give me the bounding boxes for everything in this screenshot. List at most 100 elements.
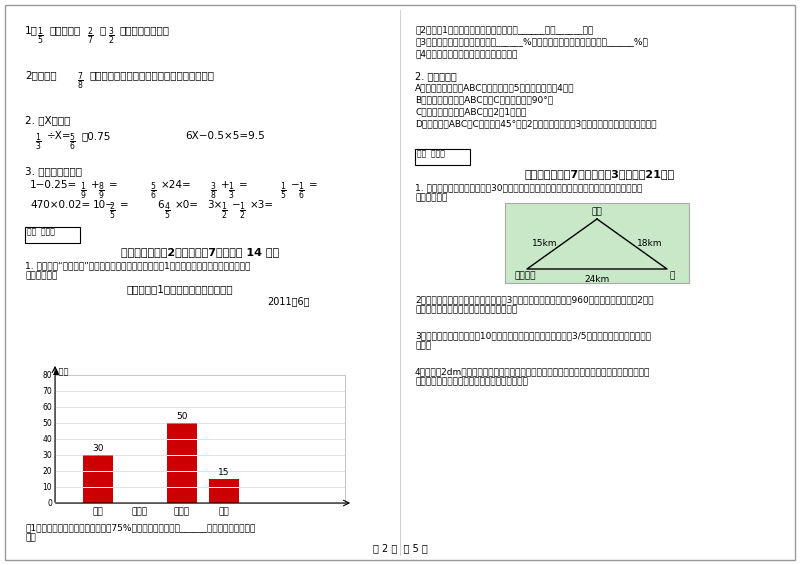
- Text: $\frac{1}{2}$: $\frac{1}{2}$: [239, 201, 246, 223]
- Text: 10: 10: [42, 483, 52, 492]
- Text: A、将下面的三角形ABC，先向下平移5格，再向左平移4格。: A、将下面的三角形ABC，先向下平移5格，再向左平移4格。: [415, 83, 574, 92]
- Bar: [55, 375, 345, 503]
- Text: C、将下面的三角形ABC，扠2：1放大。: C、将下面的三角形ABC，扠2：1放大。: [415, 107, 526, 116]
- Text: ÷X=: ÷X=: [47, 131, 72, 141]
- Text: 的积，差是多少？: 的积，差是多少？: [120, 25, 170, 35]
- Text: 30: 30: [92, 444, 104, 453]
- Text: $\frac{7}{8}$: $\frac{7}{8}$: [77, 71, 84, 93]
- Text: 出所画圆的面积是这个正方形面积的百分之几？: 出所画圆的面积是这个正方形面积的百分之几？: [415, 377, 528, 386]
- Text: 0: 0: [47, 498, 52, 507]
- Text: 50: 50: [176, 412, 188, 421]
- Text: ×0=: ×0=: [175, 200, 199, 210]
- Text: $\frac{1}{5}$: $\frac{1}{5}$: [280, 181, 287, 202]
- Text: ×3=: ×3=: [250, 200, 274, 210]
- Text: 家: 家: [669, 271, 674, 280]
- Text: 2、一间教室要用方砖铺地。用边长是3分米的正方形方砖，需要960块。如果改用边长为2分米: 2、一间教室要用方砖铺地。用边长是3分米的正方形方砖，需要960块。如果改用边长…: [415, 295, 654, 304]
- Text: 图书大厦: 图书大厦: [514, 271, 536, 280]
- Text: 整。: 整。: [25, 533, 36, 542]
- Text: （用比例解）: （用比例解）: [415, 193, 447, 202]
- Text: 2、甲数的: 2、甲数的: [25, 70, 57, 80]
- Text: 3、一张课桌比一把椅子赕10元。如果椅子的单价是课桌单价的3/5。课桌和椅子的单价各是多: 3、一张课桌比一把椅子赕10元。如果椅子的单价是课桌单价的3/5。课桌和椅子的单…: [415, 331, 651, 340]
- Text: $\frac{5}{6}$: $\frac{5}{6}$: [150, 181, 157, 202]
- Text: $\frac{1}{3}$: $\frac{1}{3}$: [228, 181, 235, 202]
- Text: 1−0.25=: 1−0.25=: [30, 180, 78, 190]
- Text: $\frac{1}{9}$: $\frac{1}{9}$: [80, 181, 87, 202]
- Text: 第 2 页  共 5 页: 第 2 页 共 5 页: [373, 543, 427, 553]
- Text: 行人: 行人: [218, 507, 230, 516]
- Text: 4、在边长2dm的正方形内（如图）画一个最大的圆，并用字母标出圆的圆心和半径，然后计算: 4、在边长2dm的正方形内（如图）画一个最大的圆，并用字母标出圆的圆心和半径，然…: [415, 367, 650, 376]
- Text: 某十字路口1小时内闯红灯情况统计图: 某十字路口1小时内闯红灯情况统计图: [126, 284, 234, 294]
- Text: 的倍数减去: 的倍数减去: [49, 25, 80, 35]
- Text: $\frac{2}{5}$: $\frac{2}{5}$: [109, 201, 116, 223]
- Bar: [167, 423, 197, 503]
- Text: 单位: 单位: [592, 207, 602, 216]
- Text: 与: 与: [99, 25, 106, 35]
- Bar: [83, 455, 113, 503]
- Text: 15: 15: [218, 468, 230, 477]
- Text: ×24=: ×24=: [161, 180, 192, 190]
- Text: 计图，如图：: 计图，如图：: [25, 271, 58, 280]
- Text: $\frac{2}{7}$: $\frac{2}{7}$: [87, 26, 94, 47]
- Text: 6X−0.5×5=9.5: 6X−0.5×5=9.5: [185, 131, 265, 141]
- Text: 2. 求X的值。: 2. 求X的值。: [25, 115, 70, 125]
- Text: −: −: [232, 200, 241, 210]
- Text: $\frac{8}{9}$: $\frac{8}{9}$: [98, 181, 105, 202]
- Text: （1）闯红灯的汽车数量是摩托车的75%，闯红灯的摩托车有______辆，将统计图补充完: （1）闯红灯的汽车数量是摩托车的75%，闯红灯的摩托车有______辆，将统计图…: [25, 523, 255, 532]
- Text: （4）看了上面的统计图，你有什么想法？: （4）看了上面的统计图，你有什么想法？: [415, 49, 518, 58]
- Text: 10−: 10−: [93, 200, 115, 210]
- Text: 的正方形方砖，需要多少块？（用比例解）: 的正方形方砖，需要多少块？（用比例解）: [415, 305, 517, 314]
- Text: $\frac{3}{2}$: $\frac{3}{2}$: [108, 26, 115, 47]
- Text: 1、: 1、: [25, 25, 38, 35]
- Text: ▲数量: ▲数量: [53, 367, 70, 376]
- Text: 1. 为了创建“文明城市”，交通部门在某个十字路口统计1个小时内闯红灯的情况，制成了统: 1. 为了创建“文明城市”，交通部门在某个十字路口统计1个小时内闯红灯的情况，制…: [25, 261, 250, 270]
- Text: 摩托车: 摩托车: [132, 507, 148, 516]
- Text: 40: 40: [42, 434, 52, 444]
- Text: 汽车: 汽车: [93, 507, 103, 516]
- Text: =: =: [109, 180, 118, 190]
- Bar: [505, 203, 689, 283]
- Text: +: +: [91, 180, 100, 190]
- Text: 6: 6: [157, 200, 164, 210]
- Text: 1. 如图爸爸开车从家到单位锨30分钟，如他以同样速度开车从家去图书大厦，需多少分钟？: 1. 如图爸爸开车从家到单位锨30分钟，如他以同样速度开车从家去图书大厦，需多少…: [415, 183, 642, 192]
- Text: 70: 70: [42, 386, 52, 396]
- Text: $\frac{5}{6}$: $\frac{5}{6}$: [69, 132, 76, 154]
- Text: 少元？: 少元？: [415, 341, 431, 350]
- Text: 50: 50: [42, 419, 52, 428]
- Bar: [209, 479, 239, 503]
- Text: 电动车: 电动车: [174, 507, 190, 516]
- Text: 五、综合题（共2小题，每青7分，共计 14 分）: 五、综合题（共2小题，每青7分，共计 14 分）: [121, 247, 279, 257]
- Text: 得分  评卷人: 得分 评卷人: [27, 227, 55, 236]
- Text: 15km: 15km: [531, 240, 557, 249]
- Text: 得分  评卷人: 得分 评卷人: [417, 149, 445, 158]
- Text: =: =: [120, 200, 129, 210]
- Text: 30: 30: [42, 450, 52, 459]
- Text: ，0.75: ，0.75: [81, 131, 110, 141]
- Text: （2）在这1个小时内，闯红灯的最多的是______，有______辆。: （2）在这1个小时内，闯红灯的最多的是______，有______辆。: [415, 25, 594, 34]
- Text: $\frac{1}{3}$: $\frac{1}{3}$: [35, 132, 42, 154]
- Text: =: =: [309, 180, 318, 190]
- Text: $\frac{1}{2}$: $\frac{1}{2}$: [221, 201, 228, 223]
- Text: 470×0.02=: 470×0.02=: [30, 200, 90, 210]
- Text: =: =: [239, 180, 248, 190]
- Text: 80: 80: [42, 371, 52, 380]
- Text: 60: 60: [42, 402, 52, 411]
- Text: $\frac{3}{8}$: $\frac{3}{8}$: [210, 181, 217, 202]
- Text: 和乙数相等，甲数和乙数的比的比值是多少？: 和乙数相等，甲数和乙数的比的比值是多少？: [89, 70, 214, 80]
- Text: D、在三角形ABC的C点南偏东45°方呲2厘米处画一个直到3厘米的圆（长度为实际长度）。: D、在三角形ABC的C点南偏东45°方呲2厘米处画一个直到3厘米的圆（长度为实际…: [415, 119, 657, 128]
- Text: +: +: [221, 180, 230, 190]
- Bar: [25, 227, 80, 243]
- Text: 3. 直接写出得数。: 3. 直接写出得数。: [25, 166, 82, 176]
- Text: 2011年6月: 2011年6月: [267, 296, 310, 306]
- Bar: [415, 149, 470, 165]
- Text: 18km: 18km: [637, 240, 662, 249]
- Text: −: −: [291, 180, 300, 190]
- Text: B、将下面的三角形ABC，使C点逆时针旋转90°。: B、将下面的三角形ABC，使C点逆时针旋转90°。: [415, 95, 553, 104]
- Text: 3×: 3×: [207, 200, 222, 210]
- Text: （3）闯红灯的行人数量是汽车的______%，闯红灯的汽车数量是电动车的______%。: （3）闯红灯的行人数量是汽车的______%，闯红灯的汽车数量是电动车的____…: [415, 37, 648, 46]
- Text: $\frac{4}{5}$: $\frac{4}{5}$: [164, 201, 171, 223]
- Text: 六、应用题（共7小题，每青3分，共计21分）: 六、应用题（共7小题，每青3分，共计21分）: [525, 169, 675, 179]
- Text: $\frac{1}{6}$: $\frac{1}{6}$: [298, 181, 305, 202]
- Text: $\frac{1}{5}$: $\frac{1}{5}$: [37, 26, 44, 47]
- Text: 24km: 24km: [584, 275, 610, 284]
- Text: 20: 20: [42, 467, 52, 476]
